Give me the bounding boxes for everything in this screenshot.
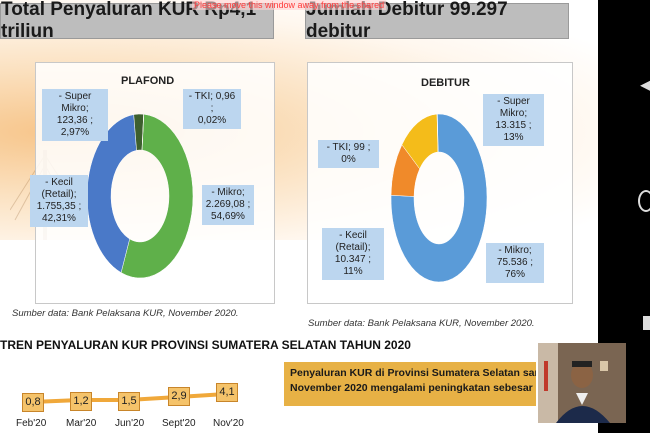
trend-value-feb: 0,8 xyxy=(22,393,44,412)
trend-value-nov: 4,1 xyxy=(216,383,238,402)
trend-x-label-nov: Nov'20 xyxy=(213,418,244,429)
presentation-slide: Total Penyaluran KUR Rp4,1 triliun Jumla… xyxy=(0,0,598,433)
plafond-label-super-mikro: - Super Mikro; 123,36 ; 2,97% xyxy=(42,89,108,141)
share-warning-banner: Please move this window away from the sh… xyxy=(192,0,387,10)
debitur-label-mikro: - Mikro; 75.536 ; 76% xyxy=(486,243,544,283)
presenter-video-thumbnail[interactable] xyxy=(538,343,626,423)
stop-icon[interactable] xyxy=(643,316,650,330)
record-icon[interactable] xyxy=(638,190,650,212)
debitur-slice-mikro xyxy=(390,113,488,283)
presenter-figure-icon xyxy=(538,343,626,423)
debitur-title: DEBITUR xyxy=(421,77,470,89)
debitur-slice-tki xyxy=(436,113,439,153)
debitur-label-super-mikro: - Super Mikro; 13.315 ; 13% xyxy=(483,94,544,146)
plafond-slice-kecil-retail xyxy=(86,114,137,273)
plafond-donut-chart xyxy=(86,113,194,279)
trend-x-label-mar: Mar'20 xyxy=(66,418,97,429)
plafond-slice-tki xyxy=(141,113,145,151)
plafond-label-mikro: - Mikro; 2.269,08 ; 54,69% xyxy=(202,185,254,225)
trend-value-sept: 2,9 xyxy=(168,387,190,406)
trend-value-jun: 1,5 xyxy=(118,392,140,411)
trend-title: TREN PENYALURAN KUR PROVINSI SUMATERA SE… xyxy=(0,338,411,352)
debitur-donut-chart xyxy=(390,113,488,283)
debitur-source-note: Sumber data: Bank Pelaksana KUR, Novembe… xyxy=(308,318,535,329)
jumlah-debitur-title: Jumlah Debitur 99.297 debitur xyxy=(305,0,569,42)
plafond-label-tki: - TKI; 0,96 ; 0,02% xyxy=(183,89,241,129)
plafond-label-kecil: - Kecil (Retail); 1.755,35 ; 42,31% xyxy=(30,175,88,227)
trend-x-label-jun: Jun'20 xyxy=(115,418,145,429)
summary-callout: Penyaluran KUR di Provinsi Sumatera Sela… xyxy=(284,362,536,406)
debitur-label-tki: - TKI; 99 ; 0% xyxy=(318,140,379,168)
plafond-slice-mikro xyxy=(120,113,194,279)
plafond-source-note: Sumber data: Bank Pelaksana KUR, Novembe… xyxy=(12,308,239,319)
trend-x-label-feb: Feb'20 xyxy=(16,418,47,429)
debitur-label-kecil: - Kecil (Retail); 10.347 ; 11% xyxy=(322,228,384,280)
trend-value-mar: 1,2 xyxy=(70,392,92,411)
trend-x-label-sept: Sept'20 xyxy=(162,418,196,429)
plafond-title: PLAFOND xyxy=(121,75,175,87)
chevron-left-icon[interactable]: ◀ xyxy=(640,74,650,96)
